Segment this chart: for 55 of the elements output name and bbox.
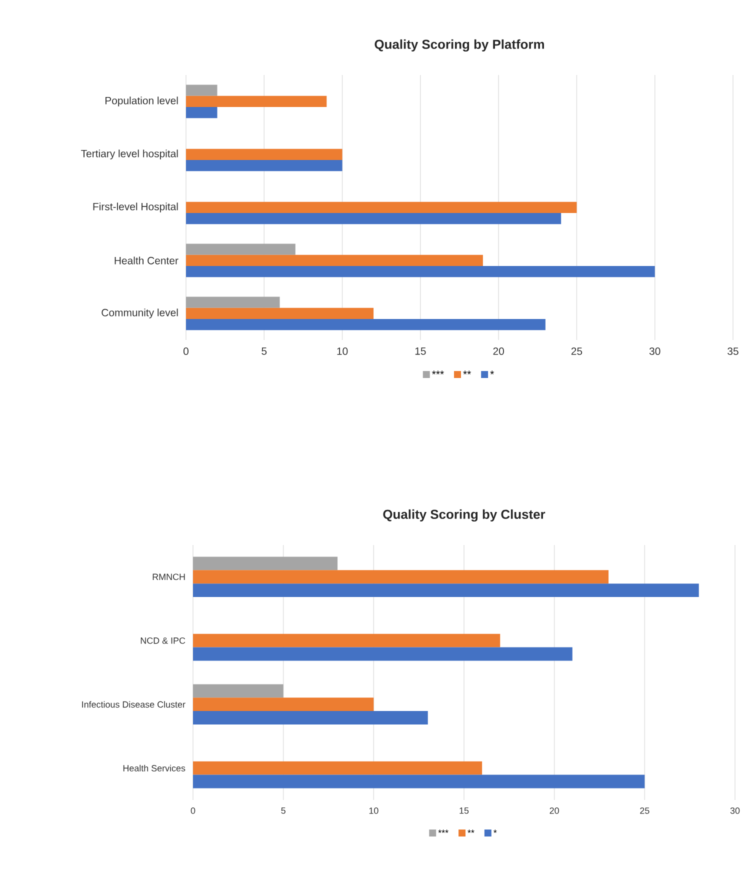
bar [193,698,374,712]
x-tick-label: 20 [493,348,504,355]
y-tick-label: NCD & IPC [140,637,186,644]
legend-label: *** [432,370,444,374]
bar [186,84,218,96]
bar [193,774,645,788]
bar [186,148,342,160]
bar [186,308,374,320]
bar [186,254,483,266]
bar [193,556,338,570]
y-tick-label: Infectious Disease Cluster [82,701,186,708]
x-tick-label: 0 [190,807,196,814]
y-tick-label: Community level [102,308,178,318]
bar [193,684,284,698]
legend-label: * [490,370,494,374]
legend-label: * [494,830,497,833]
bar [193,647,572,661]
legend-label: ** [463,370,471,374]
x-tick-label: 5 [281,807,286,814]
bar [193,634,500,648]
bar [193,761,482,775]
x-tick-label: 30 [649,348,660,355]
bar [193,711,428,724]
x-tick-label: 10 [369,807,378,814]
bar [186,96,327,108]
bar [186,244,296,255]
x-tick-label: 30 [730,807,740,814]
x-tick-label: 5 [262,348,267,355]
bar [193,584,699,597]
y-tick-label: Population level [105,96,178,106]
bar [186,296,280,308]
x-tick-label: 15 [460,807,469,814]
y-tick-label: Health Services [123,764,186,772]
y-tick-label: RMNCH [152,574,185,580]
x-tick-label: 35 [728,348,738,355]
bar [193,570,609,584]
bar [186,213,562,224]
legend-label: *** [438,830,448,833]
bar [186,202,577,214]
bar [186,319,546,330]
x-tick-label: 20 [550,807,559,814]
x-tick-label: 15 [415,348,426,355]
chart-title: Quality Scoring by Cluster [383,509,546,522]
legend-label: ** [468,830,474,833]
y-tick-label: Health Center [114,256,178,264]
chart-title: Quality Scoring by Platform [374,39,544,52]
x-tick-label: 25 [571,348,582,355]
x-tick-label: 10 [337,348,348,355]
x-tick-label: 0 [183,348,188,355]
bar [186,266,655,278]
x-tick-label: 25 [640,807,650,814]
bar [186,160,342,172]
y-tick-label: First-level Hospital [93,202,178,212]
y-tick-label: Tertiary level hospital [81,150,178,160]
bar [186,107,218,118]
